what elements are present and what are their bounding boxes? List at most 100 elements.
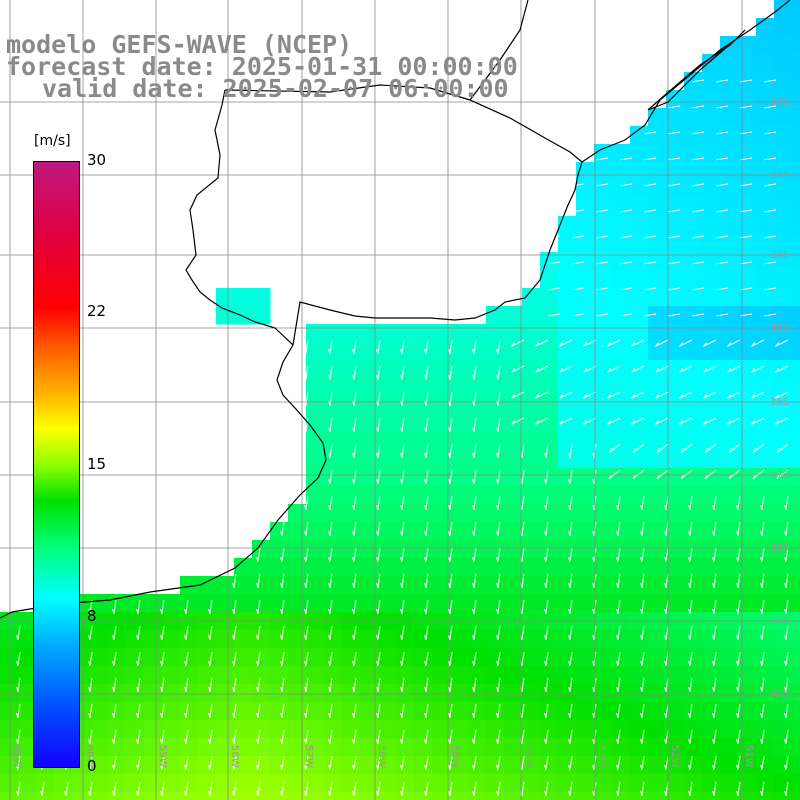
wind-cell — [558, 648, 577, 667]
wind-cell — [342, 792, 361, 800]
wind-cell — [558, 792, 577, 800]
wind-cell — [288, 720, 307, 739]
wind-cell — [450, 360, 469, 379]
wind-cell — [306, 432, 325, 451]
wind-cell — [396, 324, 415, 343]
wind-arrow — [617, 521, 621, 536]
wind-arrow — [377, 443, 381, 458]
wind-cell — [612, 396, 631, 415]
wind-cell — [774, 126, 793, 145]
wind-cell — [576, 378, 595, 397]
wind-cell — [342, 432, 361, 451]
longitude-label: 59W — [157, 745, 168, 768]
wind-arrow-head — [400, 426, 403, 432]
wind-cell — [558, 540, 577, 559]
wind-arrow-head — [640, 686, 643, 692]
wind-arrow — [607, 365, 621, 373]
wind-cell — [774, 396, 793, 415]
wind-arrow — [775, 417, 789, 425]
wind-cell — [666, 414, 685, 433]
wind-arrow — [329, 365, 333, 380]
wind-arrow-head — [448, 660, 451, 666]
wind-arrow-head — [424, 556, 427, 562]
wind-cell — [288, 666, 307, 685]
wind-cell — [792, 72, 800, 91]
wind-cell — [504, 630, 523, 649]
wind-arrow — [137, 781, 141, 796]
wind-cell — [486, 450, 505, 469]
wind-cell — [594, 702, 613, 721]
wind-arrow — [377, 781, 381, 796]
wind-cell — [198, 702, 217, 721]
wind-cell — [18, 738, 37, 757]
wind-cell — [486, 792, 505, 800]
wind-arrow — [137, 625, 141, 640]
wind-cell — [630, 126, 649, 145]
wind-cell — [342, 396, 361, 415]
wind-arrow — [257, 573, 261, 588]
wind-cell — [738, 360, 757, 379]
wind-cell — [612, 288, 631, 307]
wind-arrow-head — [760, 712, 763, 718]
wind-arrow-head — [496, 764, 499, 770]
wind-arrow — [377, 365, 381, 380]
wind-cell — [252, 594, 271, 613]
wind-arrow — [209, 755, 213, 770]
wind-cell — [450, 594, 469, 613]
wind-arrow — [473, 339, 477, 354]
wind-cell — [756, 450, 775, 469]
wind-cell — [378, 450, 397, 469]
wind-cell — [648, 504, 667, 523]
wind-cell — [738, 702, 757, 721]
wind-cell — [324, 594, 343, 613]
wind-arrow — [17, 625, 21, 640]
wind-cell — [648, 594, 667, 613]
wind-cell — [108, 774, 127, 793]
wind-arrow-head — [400, 556, 403, 562]
wind-cell — [540, 648, 559, 667]
wind-arrow — [305, 599, 309, 614]
wind-arrow — [353, 521, 357, 536]
wind-cell — [324, 342, 343, 361]
wind-arrow-head — [424, 686, 427, 692]
wind-cell — [720, 702, 739, 721]
wind-cell — [594, 180, 613, 199]
wind-arrow — [425, 729, 429, 744]
wind-cell — [720, 648, 739, 667]
wind-cell — [702, 738, 721, 757]
wind-arrow-head — [328, 660, 331, 666]
wind-cell — [378, 378, 397, 397]
wind-arrow-head — [112, 738, 115, 744]
wind-arrow — [713, 495, 717, 510]
wind-arrow-head — [256, 660, 259, 666]
wind-arrow — [521, 547, 525, 562]
wind-cell — [306, 720, 325, 739]
wind-cell — [522, 504, 541, 523]
wind-arrow — [305, 573, 309, 588]
wind-arrow-head — [136, 660, 139, 666]
wind-cell — [342, 324, 361, 343]
wind-cell — [198, 684, 217, 703]
wind-cell — [792, 288, 800, 307]
wind-cell — [234, 306, 253, 325]
wind-arrow — [425, 469, 429, 484]
wind-arrow-head — [472, 348, 475, 354]
wind-cell — [468, 648, 487, 667]
wind-arrow — [668, 157, 681, 161]
coastline — [0, 89, 327, 619]
wind-arrow — [449, 417, 453, 432]
wind-arrow-head — [496, 530, 499, 536]
wind-cell — [522, 594, 541, 613]
wind-cell — [576, 306, 595, 325]
wind-arrow-head — [376, 348, 379, 354]
wind-cell — [252, 576, 271, 595]
wind-cell — [666, 288, 685, 307]
wind-cell — [738, 666, 757, 685]
wind-arrow-head — [280, 634, 283, 640]
wind-cell — [702, 180, 721, 199]
wind-arrow-head — [280, 764, 283, 770]
wind-arrow-head — [448, 582, 451, 588]
wind-cell — [756, 558, 775, 577]
wind-cell — [558, 504, 577, 523]
wind-cell — [342, 594, 361, 613]
